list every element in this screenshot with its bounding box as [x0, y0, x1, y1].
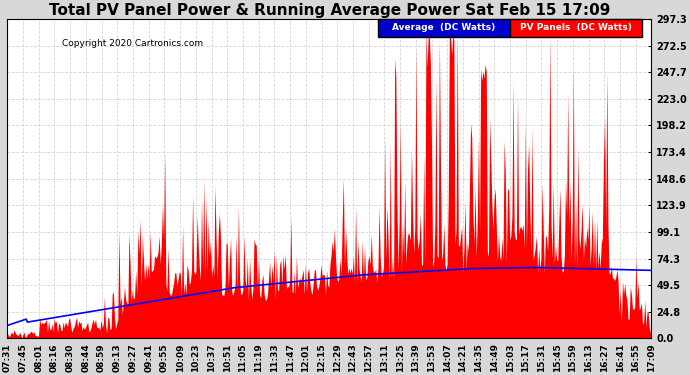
- FancyBboxPatch shape: [377, 19, 510, 36]
- Text: PV Panels  (DC Watts): PV Panels (DC Watts): [520, 23, 632, 32]
- Text: Copyright 2020 Cartronics.com: Copyright 2020 Cartronics.com: [62, 39, 204, 48]
- Title: Total PV Panel Power & Running Average Power Sat Feb 15 17:09: Total PV Panel Power & Running Average P…: [49, 3, 610, 18]
- FancyBboxPatch shape: [510, 19, 642, 36]
- Text: Average  (DC Watts): Average (DC Watts): [392, 23, 495, 32]
